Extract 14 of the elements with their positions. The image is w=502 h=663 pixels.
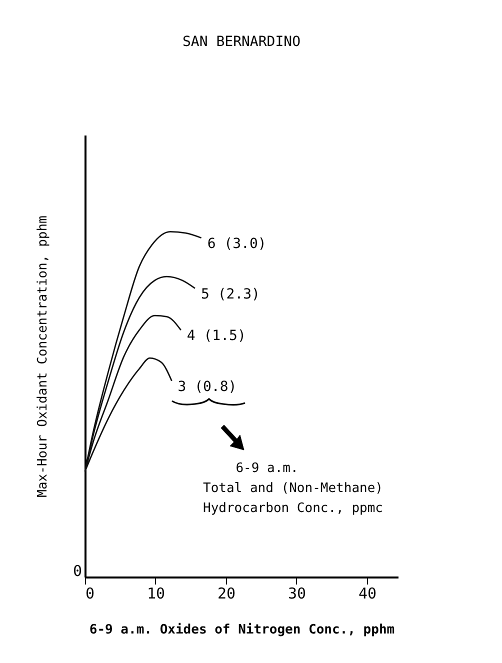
legend-title: 6-9 a.m. Total and (Non-Methane) Hydrocarbon Conc., ppmc — [203, 461, 384, 516]
x-axis-title: 6-9 a.m. Oxides of Nitrogen Conc., pphm — [89, 622, 395, 638]
series-label: 3 (0.8) — [178, 378, 237, 395]
text: 0 — [72, 562, 82, 580]
x-tick-label: 30 — [288, 584, 306, 602]
series-label: 6 (3.0) — [207, 236, 266, 252]
x-tick-label: 10 — [146, 584, 166, 602]
x-tick-label: 0 — [86, 584, 95, 602]
y-axis-title: Max-Hour Oxidant Concentration, pphm — [36, 215, 50, 498]
x-tick-label: 20 — [217, 584, 236, 602]
series-label: 4 (1.5) — [186, 328, 246, 344]
series-label: 5 (2.3) — [200, 286, 260, 302]
x-tick-label: 40 — [358, 584, 377, 602]
chart-title: SAN BERNARDINO — [182, 34, 301, 50]
